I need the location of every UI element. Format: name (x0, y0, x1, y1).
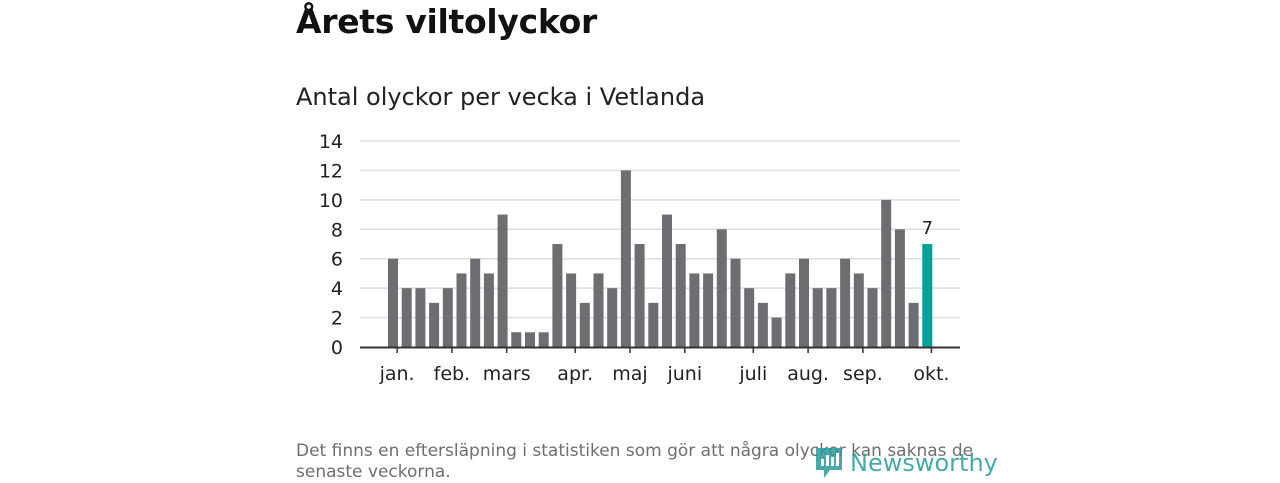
newsworthy-logo-icon (816, 448, 842, 478)
y-tick-label-12: 12 (319, 160, 343, 182)
bar-week-31[interactable] (799, 258, 809, 347)
bar-week-1[interactable] (388, 258, 398, 347)
bars (388, 170, 933, 347)
newsworthy-logo-text: Newsworthy (850, 449, 998, 477)
y-tick-label-8: 8 (331, 219, 343, 241)
month-label-juli: juli (738, 363, 767, 385)
bar-week-39[interactable] (908, 302, 919, 347)
y-tick-label-10: 10 (319, 190, 343, 212)
y-axis-tick-labels: 0 2 4 6 8 10 12 14 (319, 131, 343, 359)
annotations: 7 (922, 218, 933, 239)
footnote: Det finns en eftersläpning i statistiken… (296, 441, 974, 482)
bar-week-9[interactable] (497, 214, 508, 347)
bar-week-14[interactable] (566, 273, 577, 347)
bar-week-16[interactable] (593, 273, 604, 347)
bar-week-25[interactable] (716, 229, 727, 347)
bar-week-5[interactable] (442, 288, 453, 347)
y-tick-label-6: 6 (331, 249, 343, 271)
bar-week-11[interactable] (525, 332, 535, 347)
bar-week-2[interactable] (401, 288, 412, 347)
month-label-juni: juni (666, 363, 702, 385)
bar-week-26[interactable] (730, 258, 741, 347)
y-tick-label-4: 4 (331, 278, 343, 300)
bar-week-22[interactable] (675, 244, 686, 347)
newsworthy-logo[interactable]: Newsworthy (814, 446, 998, 480)
y-tick-label-2: 2 (331, 308, 343, 330)
bar-week-10[interactable] (511, 332, 522, 347)
bar-week-21[interactable] (662, 214, 672, 347)
month-label-mars: mars (483, 363, 531, 385)
bar-week-33[interactable] (826, 288, 837, 347)
bar-week-12[interactable] (538, 332, 549, 347)
month-label-okt.: okt. (913, 363, 949, 385)
bar-week-37[interactable] (881, 199, 892, 347)
y-tick-label-0: 0 (331, 337, 343, 359)
bar-week-36[interactable] (867, 288, 878, 347)
bar-week-23[interactable] (689, 273, 700, 347)
highlight-value-label: 7 (922, 218, 933, 239)
bar-week-32[interactable] (812, 288, 823, 347)
x-axis-month-labels: jan. feb. mars apr. maj juni juli aug. sep. okt. (379, 363, 950, 385)
bar-week-6[interactable] (456, 273, 467, 347)
month-label-feb.: feb. (434, 363, 470, 385)
bar-week-19[interactable] (634, 244, 645, 347)
bar-week-7[interactable] (470, 258, 481, 347)
bar-week-3[interactable] (415, 288, 426, 347)
bar-week-34[interactable] (840, 258, 851, 347)
bar-week-38[interactable] (894, 229, 905, 347)
bar-week-28[interactable] (757, 302, 768, 347)
month-label-aug.: aug. (787, 363, 829, 385)
chart-subtitle: Antal olyckor per vecka i Vetlanda (296, 83, 706, 111)
month-label-maj: maj (612, 363, 647, 385)
bar-week-15[interactable] (579, 302, 590, 347)
month-label-sep.: sep. (843, 363, 883, 385)
y-tick-label-14: 14 (319, 131, 343, 153)
bar-week-18[interactable] (620, 170, 631, 347)
bar-week-17[interactable] (607, 288, 618, 347)
headline: Årets viltolyckor (296, 2, 597, 41)
x-axis (360, 346, 960, 353)
bar-week-20[interactable] (648, 302, 659, 347)
bar-week-24[interactable] (703, 273, 714, 347)
bar-week-35[interactable] (853, 273, 864, 347)
bar-week-27[interactable] (744, 288, 755, 347)
month-label-apr.: apr. (557, 363, 593, 385)
bar-week-40[interactable] (922, 244, 933, 347)
bar-week-29[interactable] (771, 317, 782, 347)
bar-week-13[interactable] (552, 244, 563, 347)
bar-week-8[interactable] (483, 273, 494, 347)
bar-week-30[interactable] (785, 273, 796, 347)
month-label-jan.: jan. (379, 363, 415, 385)
bar-week-4[interactable] (429, 302, 440, 347)
